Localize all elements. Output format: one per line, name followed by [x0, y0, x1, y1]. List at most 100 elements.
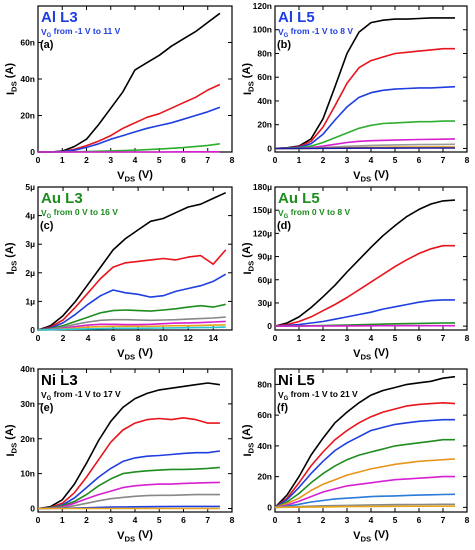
series-line-3: [274, 418, 455, 509]
series-line-2: [274, 401, 456, 509]
series-line-5: [274, 458, 456, 509]
x-tick-label: 6: [417, 515, 422, 525]
panel-label: (d): [277, 220, 291, 232]
series-line-4: [37, 466, 220, 510]
y-tick-label: 10n: [20, 469, 35, 479]
y-tick-label: 40n: [257, 441, 272, 451]
x-tick-label: 5: [393, 333, 398, 343]
y-tick-label: 40n: [20, 364, 35, 374]
x-tick-label: 7: [205, 515, 210, 525]
series-line-8: [37, 326, 226, 331]
x-tick-label: 0: [36, 155, 41, 165]
series-line-7: [274, 493, 456, 509]
series-line-9: [274, 505, 455, 509]
x-tick-label: 3: [108, 515, 113, 525]
y-axis-label: IDS (A): [4, 63, 18, 95]
x-tick-label: 6: [417, 333, 422, 343]
panel-title: Al L3: [41, 9, 78, 26]
x-axis-label: VDS (V): [353, 529, 389, 543]
panel-label: (e): [40, 402, 54, 414]
x-tick-label: 4: [369, 333, 374, 343]
series-line-1: [274, 375, 456, 508]
series-line-1: [274, 17, 455, 150]
series-line-7: [37, 324, 226, 331]
series-line-3: [37, 450, 221, 510]
x-tick-label: 8: [136, 333, 141, 343]
y-axis-label: IDS (A): [241, 424, 255, 456]
y-tick-label: 40n: [257, 96, 272, 106]
series-line-1: [274, 199, 456, 327]
y-tick-label: 80n: [257, 379, 272, 389]
y-tick-label: 20n: [20, 111, 35, 121]
y-tick-label: 2µ: [25, 268, 35, 278]
x-tick-label: 7: [441, 333, 446, 343]
panel-subtitle: VG from 0 V to 8 V: [278, 207, 351, 220]
y-tick-label: 150µ: [253, 205, 272, 215]
y-tick-label: 100n: [253, 25, 272, 35]
y-tick-label: 3µ: [25, 239, 35, 249]
x-tick-label: 3: [345, 155, 350, 165]
series-line-1: [38, 12, 221, 153]
x-tick-label: 1: [297, 155, 302, 165]
series-line-6: [274, 475, 455, 509]
panel-title: Ni L5: [278, 372, 315, 389]
y-tick-label: 0: [30, 504, 35, 514]
series-line-5: [37, 316, 226, 331]
x-tick-label: 0: [273, 515, 278, 525]
x-tick-label: 1: [60, 155, 65, 165]
panel-title: Au L3: [41, 190, 83, 207]
panel-label: (a): [40, 39, 54, 51]
y-tick-label: 90µ: [258, 252, 272, 262]
panel-label: (f): [277, 402, 288, 414]
x-tick-label: 8: [465, 515, 470, 525]
x-tick-label: 0: [36, 333, 41, 343]
y-tick-label: 60n: [20, 38, 35, 48]
series-line-2: [274, 244, 455, 327]
x-axis-label: VDS (V): [353, 169, 389, 183]
x-axis-label: VDS (V): [117, 529, 153, 543]
x-tick-label: 8: [230, 515, 235, 525]
panel-title: Ni L3: [41, 372, 78, 389]
y-tick-label: 120n: [253, 1, 272, 11]
y-tick-label: 60n: [257, 72, 272, 82]
panel-label: (c): [40, 220, 54, 232]
series-line-4: [274, 120, 455, 150]
y-tick-label: 20n: [257, 472, 272, 482]
series-line-4: [274, 438, 455, 509]
y-tick-label: 0: [267, 502, 272, 512]
x-tick-label: 6: [181, 155, 186, 165]
x-axis-label: VDS (V): [117, 347, 153, 361]
x-tick-label: 1: [297, 333, 302, 343]
series-line-3: [38, 106, 221, 153]
x-tick-label: 2: [84, 155, 89, 165]
panel-title: Au L5: [278, 190, 320, 207]
x-tick-label: 0: [273, 333, 278, 343]
y-tick-label: 0: [267, 143, 272, 153]
x-tick-label: 5: [157, 515, 162, 525]
plot-frame: [37, 186, 233, 331]
y-axis-label: IDS (A): [4, 242, 18, 274]
y-tick-label: 80n: [257, 48, 272, 58]
x-tick-label: 2: [84, 515, 89, 525]
y-tick-label: 20n: [257, 120, 272, 130]
panel-subtitle: VG from -1 V to 8 V: [278, 26, 353, 39]
panel-label: (b): [277, 39, 291, 51]
x-axis-label: VDS (V): [353, 347, 389, 361]
series-line-6: [37, 320, 226, 331]
panel-subtitle: VG from -1 V to 11 V: [41, 26, 121, 39]
y-tick-label: 40n: [20, 74, 35, 84]
y-tick-label: 60n: [257, 410, 272, 420]
y-axis-label: IDS (A): [4, 424, 18, 456]
x-tick-label: 10: [158, 333, 168, 343]
panel-subtitle: VG from -1 V to 21 V: [278, 389, 358, 402]
x-tick-label: 4: [369, 515, 374, 525]
x-axis-label: VDS (V): [117, 169, 153, 183]
x-tick-label: 7: [205, 155, 210, 165]
panel-subtitle: VG from -1 V to 17 V: [41, 389, 121, 402]
x-tick-label: 3: [108, 155, 113, 165]
y-tick-label: 180µ: [253, 182, 272, 192]
